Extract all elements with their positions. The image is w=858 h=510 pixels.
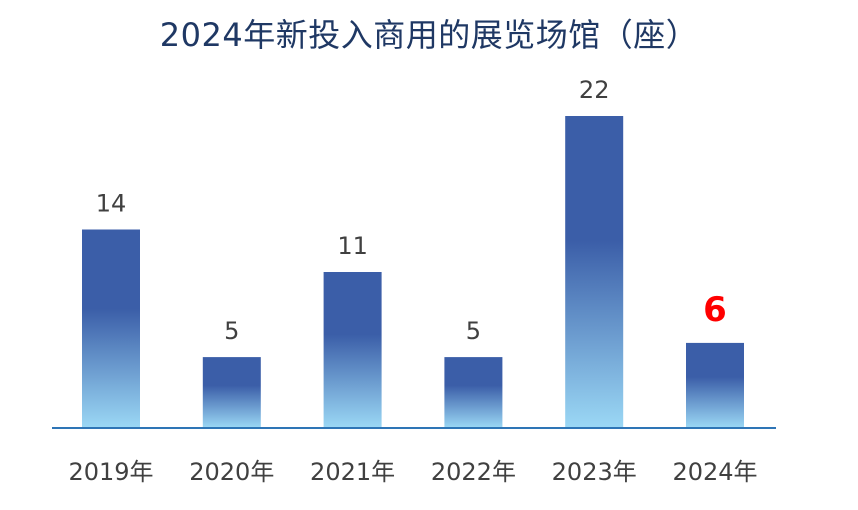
x-tick-label-2023年: 2023年 (552, 458, 637, 486)
bar-2023年 (565, 116, 624, 428)
data-label-2022年: 5 (466, 317, 481, 345)
data-label-2024年: 6 (703, 290, 727, 330)
x-tick-label-2021年: 2021年 (310, 458, 395, 486)
bar-2020年 (202, 357, 261, 428)
x-tick-label-2019年: 2019年 (68, 458, 153, 486)
bar-2024年 (686, 342, 744, 428)
data-label-2020年: 5 (224, 317, 239, 345)
x-tick-label-2022年: 2022年 (431, 458, 516, 486)
bar-2019年 (82, 229, 140, 428)
x-tick-label-2024年: 2024年 (672, 458, 757, 486)
x-tick-label-2020年: 2020年 (189, 458, 274, 486)
bar-2022年 (444, 357, 503, 428)
data-label-2019年: 14 (96, 190, 127, 218)
data-label-2021年: 11 (337, 232, 368, 260)
data-label-2023年: 22 (579, 76, 610, 104)
chart-title: 2024年新投入商用的展览场馆（座） (159, 16, 699, 54)
bar-2021年 (323, 272, 382, 428)
